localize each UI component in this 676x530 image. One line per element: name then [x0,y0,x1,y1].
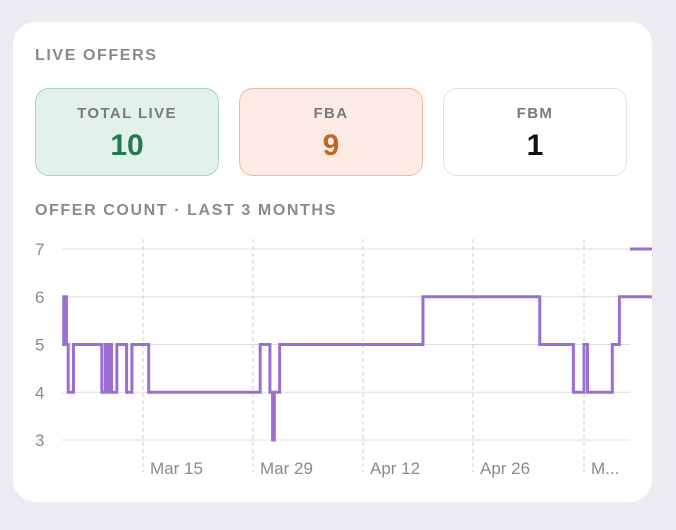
x-tick-label: Mar 29 [260,459,313,478]
live-offers-title: LIVE OFFERS [35,47,158,64]
offer-count-line [62,247,652,442]
y-tick-label: 7 [35,240,44,259]
x-tick-label: Mar 15 [150,459,203,478]
fbm-value: 1 [526,129,544,162]
offer-count-chart: 3 4 5 6 7 Mar 15 Mar 29 Apr 12 Apr 26 M... [35,239,652,478]
y-tick-label: 4 [35,383,44,402]
fbm-label: FBM [516,105,554,122]
y-tick-label: 3 [35,431,44,450]
y-tick-label: 6 [35,288,44,307]
fba-tile[interactable]: FBA 9 [239,88,423,176]
total-live-value: 10 [110,129,144,162]
x-tick-label: Apr 26 [480,459,530,478]
total-live-tile[interactable]: TOTAL LIVE 10 [35,88,219,176]
x-tick-label: Apr 12 [370,459,420,478]
offer-count-chart-title: OFFER COUNT · LAST 3 MONTHS [35,202,337,219]
fba-label: FBA [313,105,349,122]
live-offers-card: LIVE OFFERS TOTAL LIVE 10 FBA 9 FBM 1 OF… [13,22,652,502]
x-tick-label: M... [591,459,619,478]
total-live-label: TOTAL LIVE [77,105,177,122]
fbm-tile[interactable]: FBM 1 [443,88,627,176]
y-tick-label: 5 [35,336,44,355]
fba-value: 9 [322,129,340,162]
